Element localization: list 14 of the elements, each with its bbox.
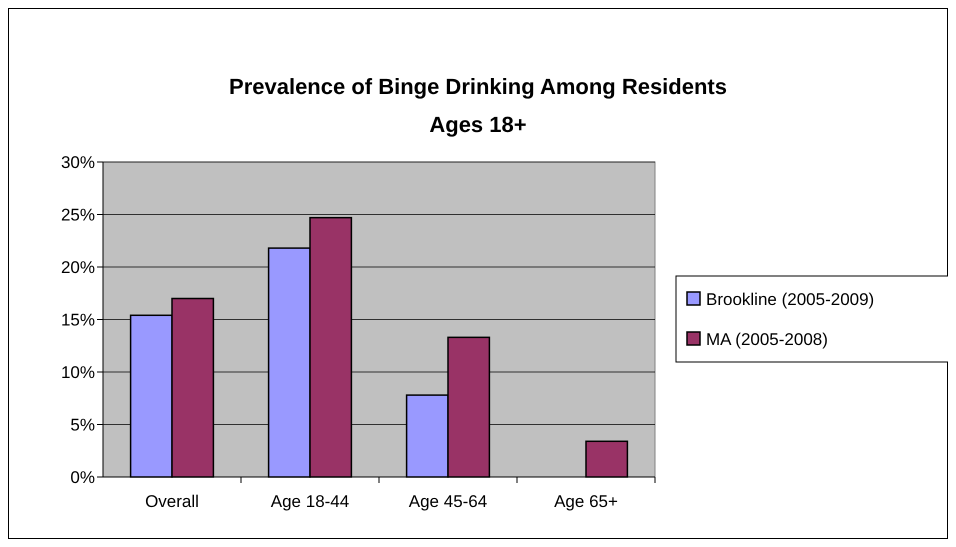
legend-label: Brookline (2005-2009) xyxy=(706,290,874,309)
y-tick-label: 15% xyxy=(60,310,95,330)
y-tick-label: 10% xyxy=(60,362,95,382)
y-tick-label: 0% xyxy=(70,468,95,487)
x-tick-label: Overall xyxy=(145,492,199,511)
x-tick-label: Age 45-64 xyxy=(408,492,488,511)
y-tick-label: 5% xyxy=(70,415,95,434)
x-tick-label: Age 18-44 xyxy=(270,492,350,511)
legend-label: MA (2005-2008) xyxy=(706,330,828,349)
chart-title: Prevalence of Binge Drinking Among Residents Ages 18+ xyxy=(229,74,727,137)
y-tick-label: 20% xyxy=(60,258,95,277)
y-tick-label: 25% xyxy=(60,205,95,224)
x-tick-label: Age 65+ xyxy=(554,492,618,511)
y-tick-label: 30% xyxy=(60,152,95,172)
